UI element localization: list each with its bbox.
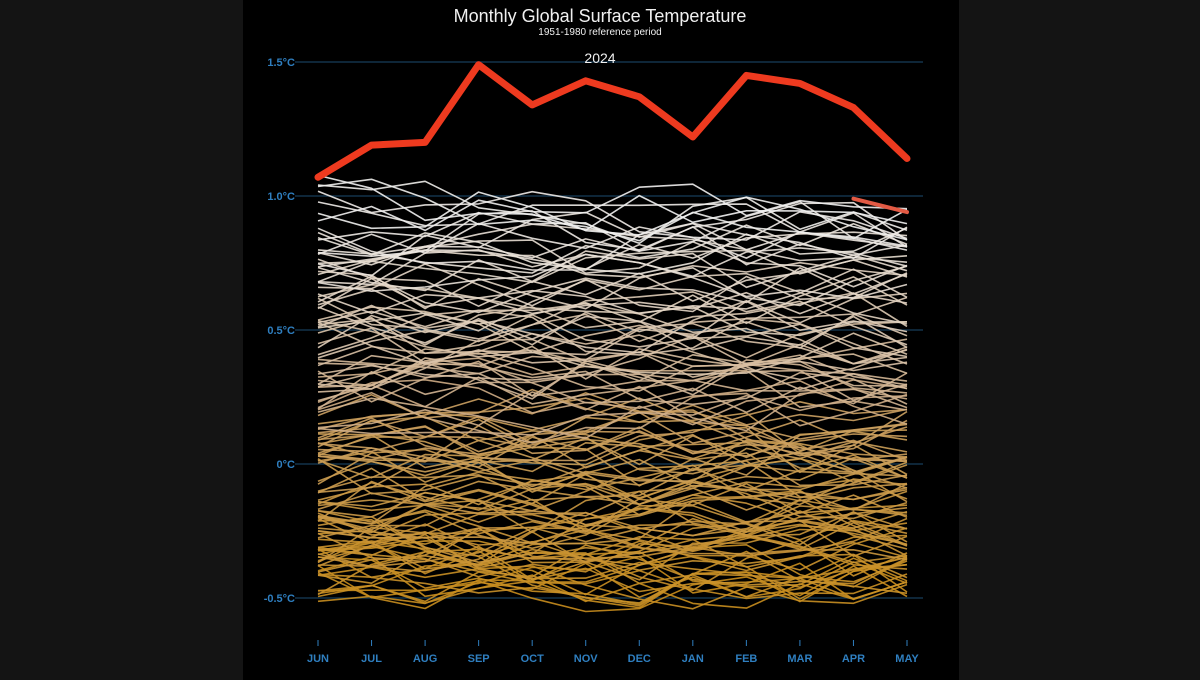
x-tick-label: NOV (574, 653, 599, 665)
year-series-line (317, 309, 908, 356)
year-series-line (317, 296, 908, 349)
year-series-line (317, 510, 908, 563)
y-tick-label: 1.5°C (267, 57, 295, 69)
year-series-line (317, 324, 908, 372)
year-series-line (317, 332, 908, 381)
year-series-line (317, 458, 908, 533)
year-series-line (317, 385, 908, 432)
year-series-line (317, 277, 908, 315)
chart-title: Monthly Global Surface Temperature (454, 6, 747, 26)
year-series-line (317, 352, 908, 402)
year-series-line (317, 300, 908, 344)
year-series-line (317, 557, 908, 610)
year-series-line (317, 378, 908, 427)
year-series-line (317, 548, 908, 607)
year-series-line (317, 319, 908, 365)
y-tick-label: 0°C (277, 459, 296, 471)
year-series-line (317, 426, 908, 476)
year-series-line (317, 276, 908, 329)
year-series-line (317, 507, 908, 544)
year-series-line (317, 292, 908, 354)
year-series-line (317, 464, 908, 525)
year-series-line (317, 360, 908, 413)
year-series-line (317, 511, 908, 568)
year-series-line (317, 456, 908, 506)
year-series-line (317, 369, 908, 410)
year-series-line (317, 556, 908, 610)
x-tick-label: OCT (521, 653, 545, 665)
series-layer (317, 174, 908, 613)
year-series-line (317, 473, 908, 539)
year-series-line (317, 261, 908, 310)
year-series-line (317, 201, 908, 258)
year-series-line (317, 291, 908, 346)
previous-year-line (851, 196, 909, 215)
y-tick-label: -0.5°C (264, 593, 295, 605)
year-series-line (317, 529, 908, 572)
year-series-line (317, 358, 908, 397)
year-series-line (317, 345, 908, 393)
chart-panel: 1.5°C 1.0°C 0.5°C 0°C -0.5°C JUN JUL AUG SEP OCT N… (243, 0, 959, 680)
year-series-line (317, 263, 908, 313)
year-series-line (317, 501, 908, 537)
chart-subtitle: 1951-1980 reference period (538, 27, 661, 38)
year-series-line (317, 569, 908, 603)
x-tick-label: DEC (628, 653, 651, 665)
year-series-line (317, 178, 908, 242)
year-series-line (317, 174, 908, 231)
year-series-line (317, 191, 908, 241)
year-series-line (317, 520, 908, 564)
highlight-series-2024 (314, 61, 911, 181)
x-tick-label: FEB (735, 653, 757, 665)
x-tick-label: MAR (787, 653, 812, 665)
year-series-line (317, 200, 908, 252)
x-tick-label: APR (842, 653, 865, 665)
x-tick-label: JAN (682, 653, 704, 665)
year-series-line (317, 313, 908, 365)
year-series-line (317, 190, 908, 241)
highlight-layer (314, 61, 911, 215)
year-series-line (317, 494, 908, 547)
year-series-line (317, 379, 908, 444)
year-series-line (317, 473, 908, 522)
x-tick-label: JUL (361, 653, 382, 665)
axis-layer: 1.5°C 1.0°C 0.5°C 0°C -0.5°C JUN JUL AUG SEP OCT N… (264, 57, 920, 665)
year-series-line (317, 272, 908, 332)
x-tick-label: AUG (413, 653, 437, 665)
x-tick-label: MAY (895, 653, 919, 665)
year-series-line (317, 539, 908, 596)
year-series-line (317, 247, 908, 293)
year-series-line (317, 227, 908, 275)
year-series-line (317, 511, 908, 573)
year-series-line (317, 348, 908, 388)
year-series-line (317, 498, 908, 561)
x-tick-label: JUN (307, 653, 329, 665)
year-series-line (317, 321, 908, 365)
year-series-line (317, 430, 908, 461)
x-tick-label: SEP (468, 653, 490, 665)
year-series-line (317, 321, 908, 381)
year-series-line (317, 418, 908, 476)
highlight-year-label: 2024 (584, 50, 615, 66)
year-series-line (317, 457, 908, 506)
year-series-line (317, 397, 908, 455)
year-series-line (317, 222, 908, 271)
year-series-line (317, 394, 908, 436)
year-series-line (317, 450, 908, 490)
year-series-line (317, 553, 908, 606)
year-series-line (317, 351, 908, 386)
year-series-line (317, 550, 908, 605)
year-series-line (317, 338, 908, 390)
y-tick-label: 0.5°C (267, 325, 295, 337)
temperature-chart: 1.5°C 1.0°C 0.5°C 0°C -0.5°C JUN JUL AUG SEP OCT N… (264, 6, 923, 665)
y-tick-label: 1.0°C (267, 191, 295, 203)
year-series-line (317, 400, 908, 462)
year-series-line (317, 500, 908, 545)
